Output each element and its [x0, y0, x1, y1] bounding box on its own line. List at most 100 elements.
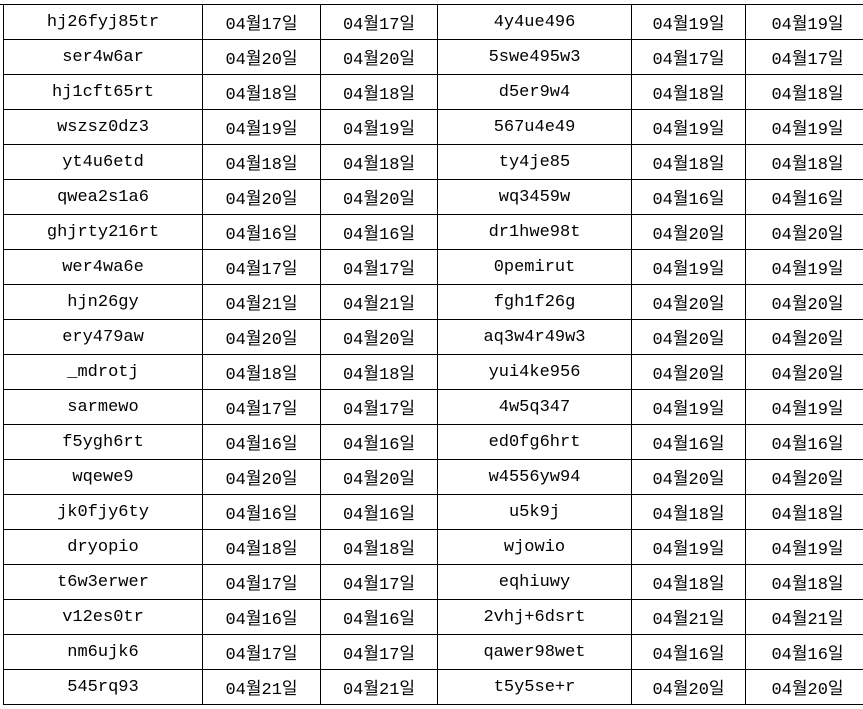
- table-cell[interactable]: 04월20일: [746, 355, 863, 390]
- table-cell[interactable]: 04월16일: [746, 180, 863, 215]
- table-cell[interactable]: 04월16일: [746, 635, 863, 670]
- table-cell[interactable]: 04월21일: [203, 670, 321, 705]
- table-cell[interactable]: 04월19일: [632, 250, 746, 285]
- table-cell[interactable]: v12es0tr: [3, 600, 203, 635]
- table-cell[interactable]: fgh1f26g: [438, 285, 632, 320]
- table-cell[interactable]: wer4wa6e: [3, 250, 203, 285]
- table-cell[interactable]: 04월20일: [746, 285, 863, 320]
- table-cell[interactable]: 04월17일: [321, 635, 438, 670]
- table-cell[interactable]: 2vhj+6dsrt: [438, 600, 632, 635]
- table-cell[interactable]: 04월19일: [746, 250, 863, 285]
- table-cell[interactable]: hj26fyj85tr: [3, 5, 203, 40]
- table-cell[interactable]: ghjrty216rt: [3, 215, 203, 250]
- table-cell[interactable]: 04월16일: [321, 495, 438, 530]
- table-cell[interactable]: 04월21일: [321, 670, 438, 705]
- table-cell[interactable]: 04월17일: [203, 565, 321, 600]
- table-cell[interactable]: jk0fjy6ty: [3, 495, 203, 530]
- table-cell[interactable]: wjowio: [438, 530, 632, 565]
- table-cell[interactable]: 04월20일: [746, 215, 863, 250]
- table-cell[interactable]: 04월16일: [203, 495, 321, 530]
- table-cell[interactable]: qawer98wet: [438, 635, 632, 670]
- table-cell[interactable]: 04월19일: [746, 110, 863, 145]
- table-cell[interactable]: 04월17일: [203, 250, 321, 285]
- table-cell[interactable]: 04월21일: [203, 285, 321, 320]
- table-cell[interactable]: 04월17일: [203, 635, 321, 670]
- table-cell[interactable]: 04월16일: [632, 635, 746, 670]
- table-cell[interactable]: 04월18일: [203, 145, 321, 180]
- table-cell[interactable]: eqhiuwy: [438, 565, 632, 600]
- table-cell[interactable]: 4w5q347: [438, 390, 632, 425]
- table-cell[interactable]: 04월19일: [632, 5, 746, 40]
- table-cell[interactable]: aq3w4r49w3: [438, 320, 632, 355]
- table-cell[interactable]: 04월19일: [321, 110, 438, 145]
- table-cell[interactable]: 04월18일: [632, 75, 746, 110]
- table-cell[interactable]: w4556yw94: [438, 460, 632, 495]
- table-cell[interactable]: 04월17일: [321, 390, 438, 425]
- table-cell[interactable]: 04월19일: [203, 110, 321, 145]
- table-cell[interactable]: 04월16일: [321, 425, 438, 460]
- table-cell[interactable]: 04월16일: [746, 425, 863, 460]
- table-cell[interactable]: 04월16일: [203, 425, 321, 460]
- table-cell[interactable]: ery479aw: [3, 320, 203, 355]
- table-cell[interactable]: dr1hwe98t: [438, 215, 632, 250]
- table-cell[interactable]: ty4je85: [438, 145, 632, 180]
- table-cell[interactable]: 04월20일: [746, 460, 863, 495]
- table-cell[interactable]: 04월18일: [746, 145, 863, 180]
- table-cell[interactable]: f5ygh6rt: [3, 425, 203, 460]
- table-cell[interactable]: 04월18일: [632, 565, 746, 600]
- table-cell[interactable]: _mdrotj: [3, 355, 203, 390]
- table-cell[interactable]: 04월17일: [321, 250, 438, 285]
- table-cell[interactable]: 04월20일: [321, 40, 438, 75]
- table-cell[interactable]: 04월18일: [321, 75, 438, 110]
- table-cell[interactable]: 04월18일: [321, 530, 438, 565]
- table-cell[interactable]: 04월20일: [632, 355, 746, 390]
- table-cell[interactable]: 04월16일: [632, 425, 746, 460]
- table-cell[interactable]: yt4u6etd: [3, 145, 203, 180]
- table-cell[interactable]: 04월16일: [321, 600, 438, 635]
- table-cell[interactable]: 04월16일: [321, 215, 438, 250]
- table-cell[interactable]: 04월19일: [746, 5, 863, 40]
- table-cell[interactable]: 0pemirut: [438, 250, 632, 285]
- table-cell[interactable]: 04월18일: [203, 530, 321, 565]
- table-cell[interactable]: 04월18일: [321, 145, 438, 180]
- table-cell[interactable]: 04월16일: [203, 215, 321, 250]
- table-cell[interactable]: 4y4ue496: [438, 5, 632, 40]
- table-cell[interactable]: 04월21일: [321, 285, 438, 320]
- table-cell[interactable]: hj1cft65rt: [3, 75, 203, 110]
- table-cell[interactable]: 04월20일: [321, 460, 438, 495]
- table-cell[interactable]: 04월19일: [632, 390, 746, 425]
- table-cell[interactable]: 04월20일: [321, 320, 438, 355]
- table-cell[interactable]: 04월20일: [632, 670, 746, 705]
- table-cell[interactable]: 04월18일: [746, 495, 863, 530]
- table-cell[interactable]: 04월20일: [746, 670, 863, 705]
- table-cell[interactable]: 04월19일: [632, 530, 746, 565]
- table-cell[interactable]: t6w3erwer: [3, 565, 203, 600]
- table-cell[interactable]: 04월19일: [746, 530, 863, 565]
- table-cell[interactable]: 04월18일: [746, 75, 863, 110]
- table-cell[interactable]: wq3459w: [438, 180, 632, 215]
- table-cell[interactable]: 04월20일: [632, 320, 746, 355]
- table-cell[interactable]: u5k9j: [438, 495, 632, 530]
- table-cell[interactable]: sarmewo: [3, 390, 203, 425]
- table-cell[interactable]: 04월17일: [746, 40, 863, 75]
- table-cell[interactable]: wqewe9: [3, 460, 203, 495]
- table-cell[interactable]: 04월20일: [203, 180, 321, 215]
- table-cell[interactable]: 04월16일: [632, 180, 746, 215]
- table-cell[interactable]: 04월18일: [203, 355, 321, 390]
- table-cell[interactable]: 04월17일: [321, 565, 438, 600]
- table-cell[interactable]: 04월16일: [203, 600, 321, 635]
- table-cell[interactable]: wszsz0dz3: [3, 110, 203, 145]
- table-cell[interactable]: t5y5se+r: [438, 670, 632, 705]
- table-cell[interactable]: 04월20일: [632, 215, 746, 250]
- table-cell[interactable]: ser4w6ar: [3, 40, 203, 75]
- table-cell[interactable]: 04월20일: [746, 320, 863, 355]
- table-cell[interactable]: 567u4e49: [438, 110, 632, 145]
- table-cell[interactable]: qwea2s1a6: [3, 180, 203, 215]
- table-cell[interactable]: nm6ujk6: [3, 635, 203, 670]
- table-cell[interactable]: 04월21일: [746, 600, 863, 635]
- table-cell[interactable]: 04월17일: [321, 5, 438, 40]
- table-cell[interactable]: 545rq93: [3, 670, 203, 705]
- table-cell[interactable]: 04월18일: [632, 145, 746, 180]
- table-cell[interactable]: 04월18일: [632, 495, 746, 530]
- table-cell[interactable]: 04월17일: [203, 390, 321, 425]
